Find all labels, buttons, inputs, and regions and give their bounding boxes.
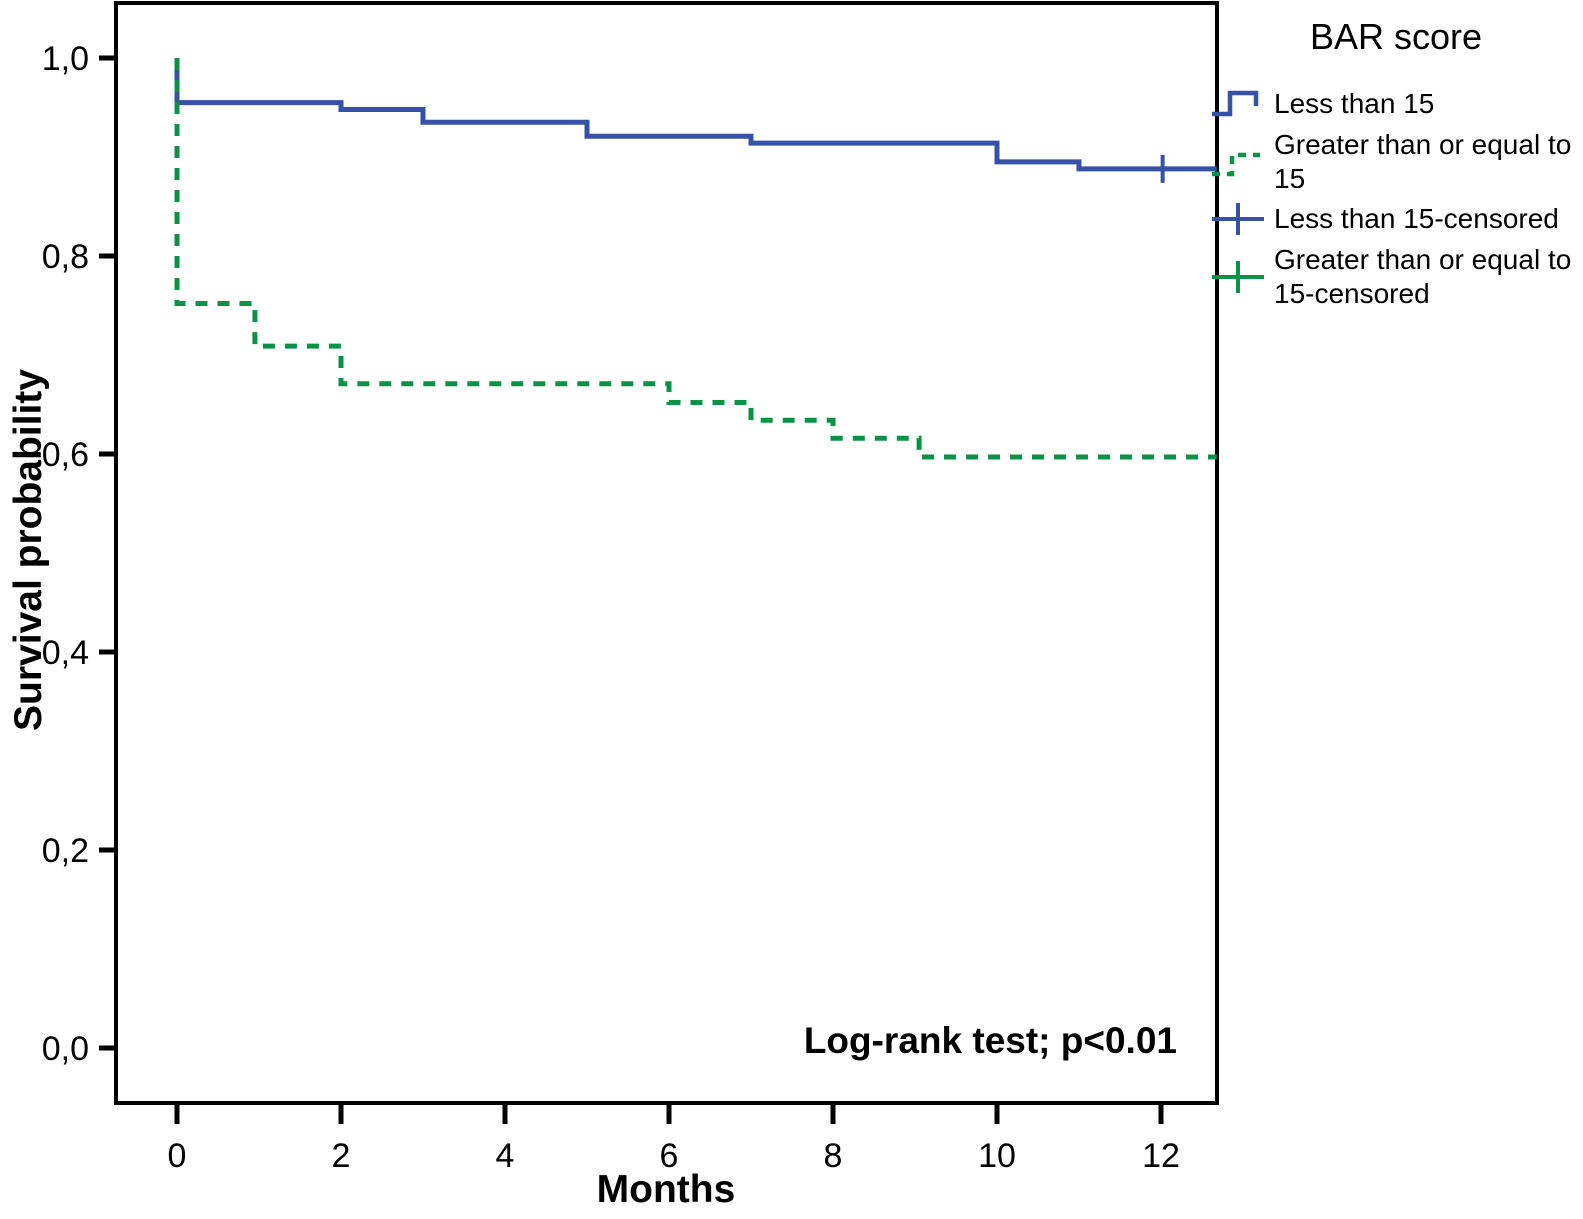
x-tick-label: 0	[168, 1137, 187, 1175]
x-tick-label: 4	[496, 1137, 515, 1175]
series-curve-lt15	[174, 58, 1217, 172]
y-tick-label: 0,4	[42, 634, 89, 672]
y-tick-label: 0,6	[42, 436, 89, 474]
legend-label: Greater than or equal to 15	[1274, 129, 1572, 194]
x-tick-label: 12	[1142, 1137, 1180, 1175]
x-tick-label: 6	[660, 1137, 679, 1175]
legend-item: Greater than or equal to 15	[1210, 128, 1582, 195]
legend-item: Greater than or equal to 15-censored	[1210, 243, 1582, 310]
y-tick-label: 0,2	[42, 832, 89, 870]
x-tick-label: 2	[332, 1137, 351, 1175]
censor-plus-icon	[1212, 260, 1264, 293]
plot-border	[114, 1, 1219, 1105]
legend-items: Less than 15 Greater than or equal to 15 L…	[1210, 82, 1582, 310]
x-tick-label: 10	[978, 1137, 1016, 1175]
legend-label: Greater than or equal to 15-censored	[1274, 244, 1572, 309]
y-axis-title: Survival probability	[7, 369, 50, 731]
series-curve-ge15	[174, 58, 1217, 460]
legend-label: Less than 15-censored	[1274, 203, 1559, 235]
legend-item: Less than 15	[1210, 82, 1582, 126]
log-rank-annotation: Log-rank test; p<0.01	[803, 1020, 1177, 1061]
censor-plus-icon	[1212, 203, 1264, 236]
legend-label: Less than 15	[1274, 88, 1435, 120]
y-tick-label: 0,0	[42, 1030, 89, 1068]
legend-title: BAR score	[1309, 16, 1483, 57]
x-tick-label: 8	[824, 1137, 843, 1175]
y-tick-label: 1,0	[42, 40, 89, 78]
y-tick-label: 0,8	[42, 238, 89, 276]
legend: BAR score Less than 15 Greater than or eq…	[1210, 16, 1582, 312]
step-line-icon	[1212, 90, 1259, 117]
legend-item: Less than 15-censored	[1210, 197, 1582, 241]
x-axis-title: Months	[596, 1168, 736, 1211]
dashed-step-line-icon	[1212, 152, 1260, 176]
